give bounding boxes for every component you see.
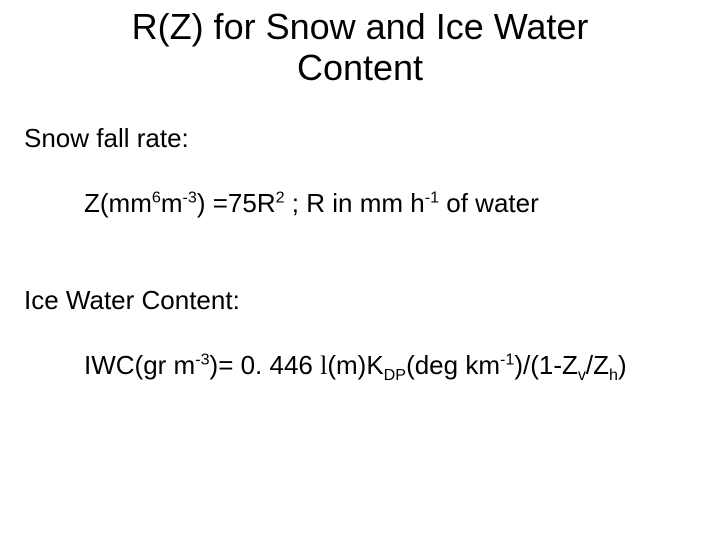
eq1-part5: of water: [439, 188, 539, 218]
ice-water-content-label: Ice Water Content:: [24, 285, 696, 316]
eq2-part3: (m)K: [327, 350, 383, 380]
eq2-sub-v: v: [578, 366, 586, 384]
title-line-1: R(Z) for Snow and Ice Water: [132, 6, 589, 47]
snow-fall-rate-label: Snow fall rate:: [24, 123, 696, 154]
title-line-2: Content: [297, 47, 423, 88]
eq2-sub-dp: DP: [384, 366, 406, 384]
eq1-part4: ; R in mm h: [285, 188, 425, 218]
eq2-sub-h: h: [609, 366, 618, 384]
eq2-part1: IWC(gr m: [84, 350, 195, 380]
eq2-part7: ): [618, 350, 627, 380]
eq1-sup4: -1: [425, 188, 439, 206]
eq2-part5: )/(1-Z: [514, 350, 578, 380]
eq1-part2: m: [161, 188, 183, 218]
eq2-part6: /Z: [586, 350, 609, 380]
eq1-sup2: -3: [183, 188, 197, 206]
eq2-sup1: -3: [195, 350, 209, 368]
iwc-equation: IWC(gr m-3)= 0. 446 l(m)KDP(deg km-1)/(1…: [24, 350, 696, 381]
slide-title: R(Z) for Snow and Ice Water Content: [0, 0, 720, 89]
eq2-sup2: -1: [500, 350, 514, 368]
eq1-part1: Z(mm: [84, 188, 152, 218]
snow-equation: Z(mm6m-3) =75R2 ; R in mm h-1 of water: [24, 188, 696, 219]
slide-body: Snow fall rate: Z(mm6m-3) =75R2 ; R in m…: [0, 123, 720, 381]
eq2-part4: (deg km: [406, 350, 500, 380]
slide: R(Z) for Snow and Ice Water Content Snow…: [0, 0, 720, 540]
eq1-part3: ) =75R: [197, 188, 276, 218]
eq1-sup1: 6: [152, 188, 161, 206]
eq2-part2: )= 0. 446: [210, 350, 321, 380]
eq1-sup3: 2: [276, 188, 285, 206]
